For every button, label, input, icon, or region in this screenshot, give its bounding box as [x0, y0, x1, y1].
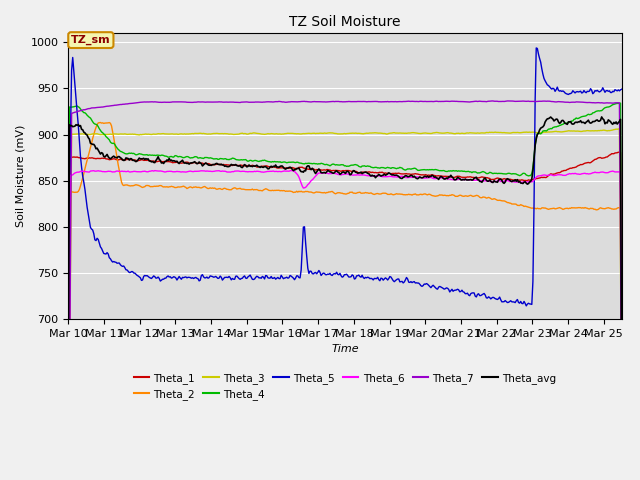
Theta_3 — [616, 126, 623, 132]
Line: Theta_3: Theta_3 — [68, 129, 621, 480]
Theta_6 — [618, 367, 625, 373]
Theta_7 — [605, 100, 613, 106]
Theta_2 — [618, 458, 625, 464]
Theta_1 — [394, 170, 401, 176]
Theta_avg — [598, 114, 605, 120]
Theta_7 — [507, 98, 515, 104]
Theta_3 — [364, 131, 372, 136]
Theta_avg — [327, 169, 335, 175]
Theta_4 — [331, 162, 339, 168]
Line: Theta_1: Theta_1 — [68, 152, 621, 480]
Theta_3 — [618, 405, 625, 411]
Theta_1 — [331, 168, 339, 173]
Theta_2 — [332, 191, 339, 197]
Text: TZ_sm: TZ_sm — [71, 35, 111, 45]
Theta_avg — [394, 173, 401, 179]
Line: Theta_7: Theta_7 — [68, 101, 621, 480]
Theta_6 — [328, 170, 336, 176]
Theta_avg — [605, 118, 613, 124]
Theta_avg — [364, 170, 372, 176]
Theta_4 — [518, 171, 525, 177]
Theta_1 — [518, 177, 525, 183]
Theta_7 — [394, 99, 401, 105]
Theta_1 — [327, 168, 335, 174]
Theta_6 — [332, 171, 339, 177]
Theta_3 — [327, 130, 335, 136]
Theta_3 — [331, 131, 339, 136]
Theta_5 — [605, 88, 613, 94]
Theta_3 — [394, 130, 401, 136]
Theta_7 — [618, 388, 625, 394]
Theta_4 — [617, 100, 625, 106]
Y-axis label: Soil Moisture (mV): Soil Moisture (mV) — [15, 125, 25, 227]
Theta_7 — [327, 99, 335, 105]
Line: Theta_6: Theta_6 — [68, 170, 621, 480]
Theta_5 — [331, 271, 339, 276]
Theta_5 — [394, 276, 401, 282]
Theta_2 — [605, 205, 613, 211]
Theta_2 — [65, 446, 72, 452]
Theta_6 — [395, 174, 403, 180]
X-axis label: Time: Time — [331, 345, 359, 354]
Theta_4 — [65, 390, 72, 396]
Theta_5 — [327, 272, 335, 278]
Theta_2 — [328, 189, 336, 194]
Theta_1 — [604, 153, 612, 159]
Theta_3 — [518, 130, 525, 135]
Theta_7 — [519, 98, 527, 104]
Theta_avg — [331, 170, 339, 176]
Theta_4 — [327, 162, 335, 168]
Theta_5 — [618, 86, 625, 92]
Line: Theta_5: Theta_5 — [68, 48, 621, 480]
Theta_3 — [604, 128, 612, 133]
Theta_7 — [331, 99, 339, 105]
Theta_1 — [614, 149, 622, 155]
Line: Theta_4: Theta_4 — [68, 103, 621, 393]
Theta_7 — [364, 99, 372, 105]
Line: Theta_2: Theta_2 — [68, 122, 621, 461]
Theta_6 — [605, 169, 613, 175]
Theta_1 — [618, 353, 625, 359]
Title: TZ Soil Moisture: TZ Soil Moisture — [289, 15, 401, 29]
Theta_6 — [365, 173, 372, 179]
Theta_4 — [618, 387, 625, 393]
Theta_5 — [364, 274, 372, 280]
Theta_4 — [604, 104, 612, 110]
Theta_5 — [518, 300, 525, 306]
Theta_1 — [364, 169, 372, 175]
Theta_2 — [365, 191, 372, 196]
Legend: Theta_1, Theta_2, Theta_3, Theta_4, Theta_5, Theta_6, Theta_7, Theta_avg: Theta_1, Theta_2, Theta_3, Theta_4, Thet… — [129, 369, 561, 404]
Theta_4 — [364, 163, 372, 169]
Theta_6 — [519, 179, 527, 185]
Theta_2 — [519, 203, 527, 208]
Theta_2 — [97, 120, 104, 125]
Theta_avg — [618, 398, 625, 404]
Line: Theta_avg: Theta_avg — [68, 117, 621, 405]
Theta_avg — [518, 180, 525, 186]
Theta_avg — [65, 402, 72, 408]
Theta_5 — [532, 45, 540, 51]
Theta_2 — [395, 191, 403, 197]
Theta_4 — [394, 165, 401, 171]
Theta_6 — [287, 168, 295, 173]
